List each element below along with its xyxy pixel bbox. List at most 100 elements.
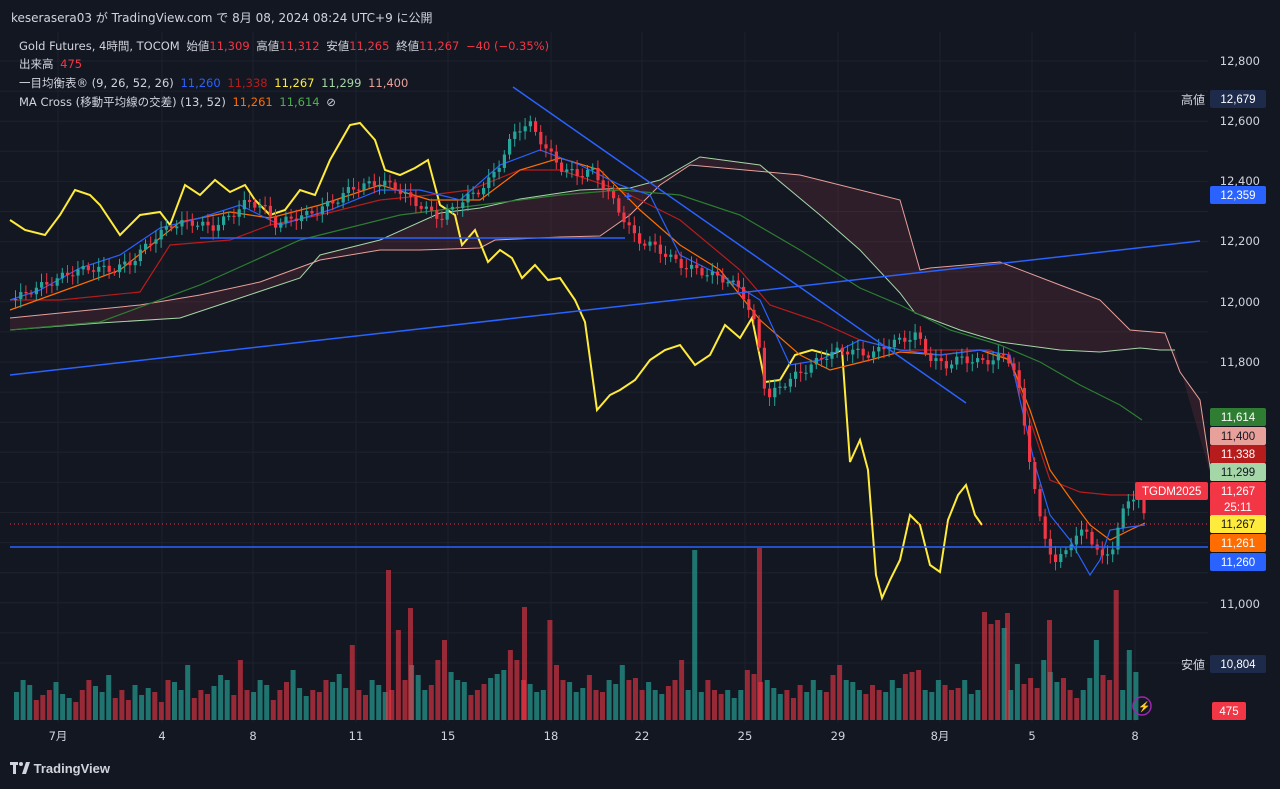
badge-value: 12,359 xyxy=(1220,190,1255,202)
candle-body xyxy=(710,271,714,276)
candle-body xyxy=(617,198,621,213)
candle-body xyxy=(66,272,70,276)
candle-body xyxy=(284,216,288,223)
badge-value: 11,267 xyxy=(1221,519,1255,531)
candle-body xyxy=(201,221,205,226)
legend-ma-hidden-icon[interactable]: ⊘ xyxy=(326,95,336,109)
volume-bar xyxy=(14,692,19,720)
candle-body xyxy=(721,275,725,283)
candle-body xyxy=(352,186,356,190)
volume-bar xyxy=(106,675,112,720)
candle-body xyxy=(487,177,491,189)
candle-body xyxy=(55,278,59,286)
candle-body xyxy=(877,346,881,352)
badge-box xyxy=(1210,482,1266,500)
price-chart[interactable]: + ⚡ 12,800 12,600 12,400 12,200 12,000 11,800… xyxy=(0,32,1280,750)
time-tick: 18 xyxy=(544,729,559,743)
candle-body xyxy=(705,275,709,277)
volume-bar xyxy=(909,672,915,720)
ichimoku-cloud xyxy=(9,156,1213,481)
volume-bar xyxy=(665,686,671,720)
volume-bar xyxy=(639,690,645,720)
volume-bar-tall xyxy=(1005,613,1010,720)
volume-bar xyxy=(744,670,750,720)
volume-bar xyxy=(633,678,638,720)
volume-bar xyxy=(685,690,691,720)
volume-bar xyxy=(791,698,796,720)
volume-bar xyxy=(896,688,902,720)
trend-lines[interactable]: ⚡ xyxy=(9,86,1208,716)
candle-body xyxy=(851,349,855,355)
candle-body xyxy=(747,299,751,310)
volume-bar xyxy=(1061,678,1066,720)
candle-body xyxy=(981,358,985,361)
candle-body xyxy=(471,192,475,194)
time-axis[interactable]: 7月 4 8 11 15 18 22 25 29 8月 5 8 xyxy=(49,729,1139,743)
time-tick: 7月 xyxy=(49,729,68,743)
volume-bar xyxy=(152,692,158,720)
price-badge: TGDM2025 11,267 xyxy=(1135,482,1266,500)
candle-body xyxy=(383,180,387,186)
candle-body xyxy=(279,222,283,228)
time-tick: 15 xyxy=(441,729,456,743)
legend-low-label: 安値 xyxy=(326,39,350,53)
legend-low: 11,265 xyxy=(349,39,390,53)
candle-body xyxy=(378,185,382,187)
volume-bar xyxy=(79,690,85,720)
symbol-tag-text: TGDM2025 xyxy=(1142,486,1201,498)
chikou-span-line xyxy=(9,121,983,602)
volume-bar xyxy=(33,700,39,720)
volume-bar xyxy=(929,692,935,720)
candle-body xyxy=(970,362,974,364)
volume-bar xyxy=(290,670,296,720)
volume-bar xyxy=(224,680,230,720)
symbol-tag xyxy=(1135,482,1208,500)
tradingview-logo[interactable]: TradingView xyxy=(10,761,110,776)
volume-bar xyxy=(178,690,184,720)
volume-bar xyxy=(982,612,987,720)
legend-ichimoku-chikou: 11,267 xyxy=(274,76,315,90)
trend-line-1 xyxy=(9,240,1201,376)
price-axis[interactable]: 12,800 12,600 12,400 12,200 12,000 11,800 11,0… xyxy=(1220,54,1260,611)
volume-bar xyxy=(942,685,948,720)
candle-body xyxy=(580,176,584,178)
candle-body xyxy=(388,180,392,183)
candle-body xyxy=(658,244,662,254)
volume-bar xyxy=(93,686,98,720)
candle-body xyxy=(929,353,933,361)
badge-box xyxy=(1210,408,1266,426)
candle-body xyxy=(1028,425,1032,462)
volume-bar xyxy=(547,620,553,720)
candle-body xyxy=(1064,550,1068,555)
candle-body xyxy=(773,387,777,398)
volume-bar xyxy=(99,692,105,720)
candle-body xyxy=(1142,498,1146,514)
price-badge: 475 xyxy=(1212,702,1246,720)
candle-body xyxy=(268,205,272,217)
volume-bar xyxy=(40,695,46,720)
candle-body xyxy=(138,249,142,262)
volume-bar xyxy=(191,698,197,720)
candle-body xyxy=(300,215,304,221)
volume-bar xyxy=(876,690,882,720)
badge-value: 11,299 xyxy=(1221,467,1255,479)
legend-high-label: 高値 xyxy=(256,39,280,53)
candle-body xyxy=(513,131,517,139)
volume-bar xyxy=(1067,690,1073,720)
badge-box xyxy=(1210,186,1266,204)
volume-bar xyxy=(1087,678,1093,720)
candle-body xyxy=(570,169,574,171)
candle-body xyxy=(757,319,761,348)
volume-bar xyxy=(1041,660,1047,720)
candle-body xyxy=(544,144,548,149)
candle-body xyxy=(71,275,75,277)
volume-bar-tall xyxy=(1047,620,1052,720)
candle-body xyxy=(508,138,512,155)
candle-body xyxy=(986,360,990,365)
candle-body xyxy=(492,171,496,178)
volume-bar xyxy=(244,690,250,720)
candle-body xyxy=(34,287,38,295)
badge-box xyxy=(1210,427,1266,445)
candle-body xyxy=(14,299,18,301)
candle-body xyxy=(695,264,699,269)
